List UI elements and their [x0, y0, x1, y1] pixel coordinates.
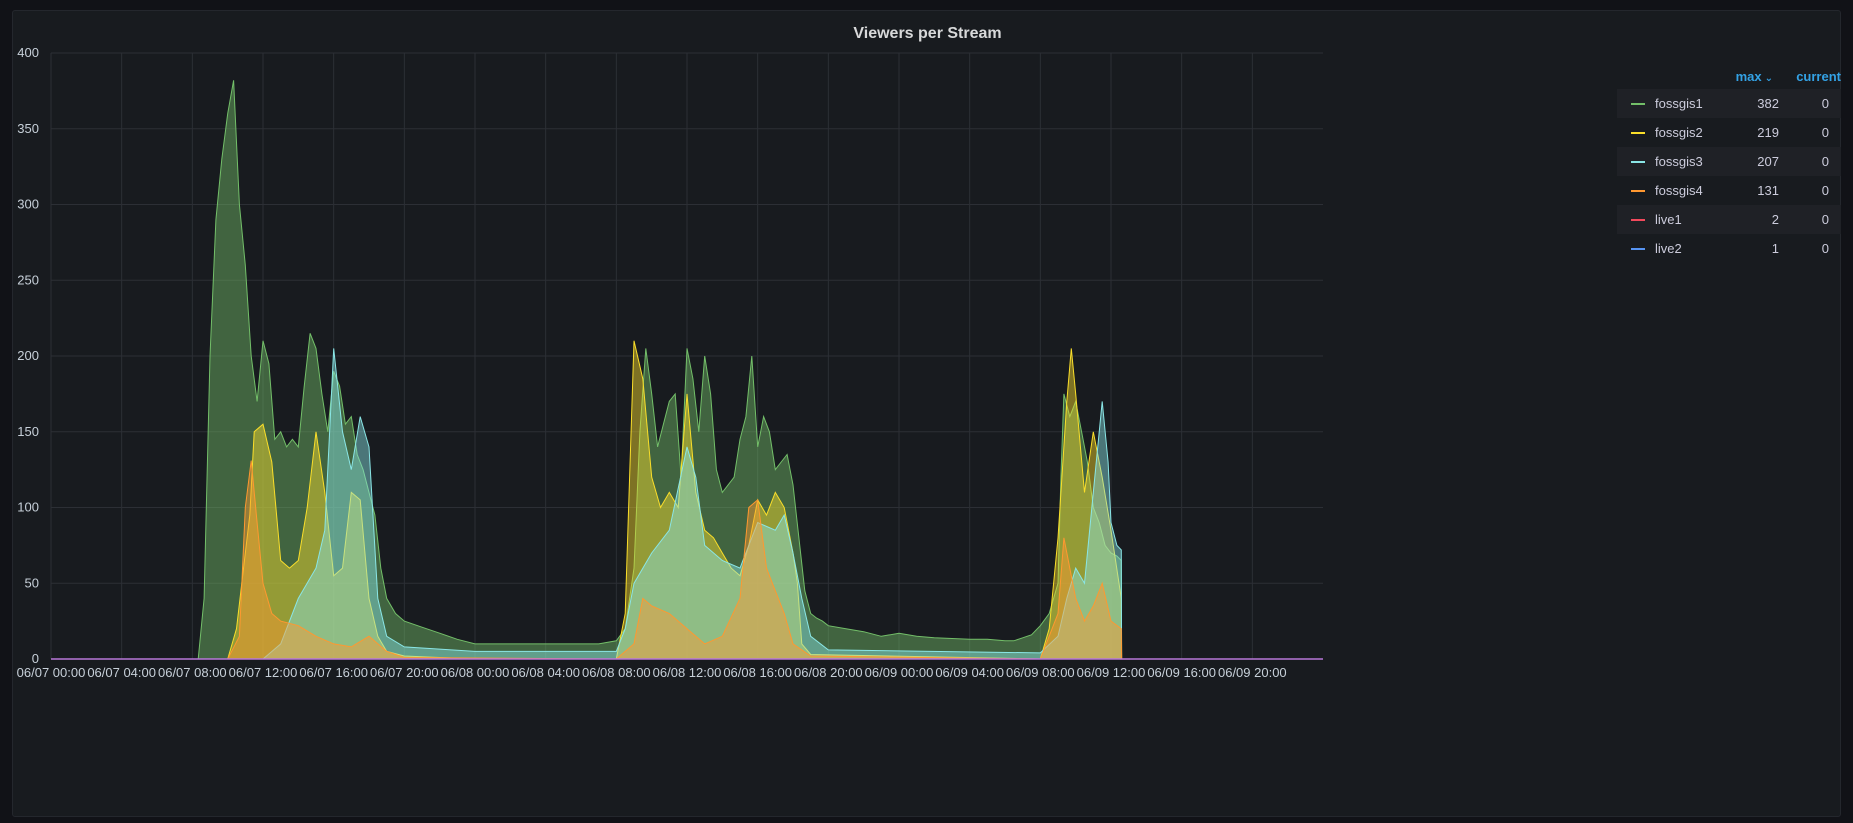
legend-item-current: 0: [1821, 241, 1829, 256]
legend-item-label: live2: [1655, 241, 1682, 256]
x-tick-label: 06/09 20:00: [1218, 665, 1287, 680]
x-tick-label: 06/09 04:00: [935, 665, 1004, 680]
legend-item-current: 0: [1821, 183, 1829, 198]
chevron-down-icon: ⌄: [1764, 73, 1773, 84]
legend-sort-max[interactable]: max ⌄: [1729, 69, 1783, 89]
y-tick-label: 100: [17, 500, 39, 515]
legend-item-current: 0: [1821, 212, 1829, 227]
legend-item-fossgis3[interactable]: fossgis3 207 0: [1617, 147, 1841, 176]
legend-item-max: 1: [1771, 241, 1779, 256]
series-area-fossgis1[interactable]: [51, 80, 1323, 660]
legend-item-current: 0: [1821, 96, 1829, 111]
chart-panel: Viewers per Stream 0 50 100 150 200 250 300 350…: [12, 10, 1841, 817]
legend-swatch: [1631, 102, 1645, 105]
series-line-fossgis2[interactable]: [51, 340, 1323, 660]
x-tick-label: 06/09 16:00: [1147, 665, 1216, 680]
legend-item-fossgis1[interactable]: fossgis1 382 0: [1617, 89, 1841, 118]
x-tick-label: 06/07 04:00: [87, 665, 156, 680]
y-tick-label: 50: [25, 575, 39, 590]
legend-item-label: fossgis2: [1655, 125, 1703, 140]
x-tick-label: 06/08 08:00: [582, 665, 651, 680]
x-axis-ticks: 06/07 00:00 06/07 04:00 06/07 08:00 06/07 1…: [17, 665, 1287, 680]
x-tick-label: 06/08 04:00: [511, 665, 580, 680]
series-line-fossgis4[interactable]: [51, 460, 1323, 660]
y-tick-label: 250: [17, 272, 39, 287]
legend-swatch: [1631, 160, 1645, 163]
y-tick-label: 200: [17, 348, 39, 363]
x-tick-label: 06/07 12:00: [229, 665, 298, 680]
legend-item-label: live1: [1655, 212, 1682, 227]
legend-item-fossgis4[interactable]: fossgis4 131 0: [1617, 176, 1841, 205]
legend-item-label: fossgis4: [1655, 183, 1703, 198]
y-tick-label: 0: [32, 651, 39, 666]
y-tick-label: 150: [17, 424, 39, 439]
legend-swatch: [1631, 218, 1645, 221]
series-line-fossgis1[interactable]: [51, 80, 1323, 660]
legend-swatch: [1631, 247, 1645, 250]
panel-title[interactable]: Viewers per Stream: [853, 25, 1002, 42]
x-tick-label: 06/07 16:00: [299, 665, 368, 680]
legend-sort-current[interactable]: current: [1796, 69, 1841, 84]
x-tick-label: 06/09 00:00: [865, 665, 934, 680]
series-area-fossgis2[interactable]: [51, 340, 1323, 659]
legend-swatch: [1631, 131, 1645, 134]
x-tick-label: 06/07 08:00: [158, 665, 227, 680]
y-axis-ticks: 0 50 100 150 200 250 300 350 400: [17, 45, 39, 666]
legend-header-max: max: [1735, 69, 1762, 84]
legend: max ⌄ current fossgis1 382 0 fossgis2 219 0 fos…: [1617, 69, 1841, 263]
x-tick-label: 06/08 20:00: [794, 665, 863, 680]
legend-item-max: 207: [1757, 154, 1779, 169]
x-tick-label: 06/08 00:00: [441, 665, 510, 680]
legend-swatch: [1631, 189, 1645, 192]
legend-item-max: 131: [1757, 183, 1779, 198]
legend-item-current: 0: [1821, 154, 1829, 169]
y-tick-label: 400: [17, 45, 39, 60]
legend-item-live2[interactable]: live2 1 0: [1617, 234, 1841, 263]
x-tick-label: 06/09 12:00: [1077, 665, 1146, 680]
x-tick-label: 06/08 16:00: [723, 665, 792, 680]
grid-lines: [50, 52, 1323, 660]
legend-item-current: 0: [1821, 125, 1829, 140]
legend-item-max: 219: [1757, 125, 1779, 140]
y-tick-label: 300: [17, 197, 39, 212]
x-tick-label: 06/07 20:00: [370, 665, 439, 680]
legend-item-live1[interactable]: live1 2 0: [1617, 205, 1841, 234]
x-tick-label: 06/09 08:00: [1006, 665, 1075, 680]
legend-item-label: fossgis3: [1655, 154, 1703, 169]
series-area-fossgis3[interactable]: [51, 348, 1323, 659]
x-tick-label: 06/07 00:00: [17, 665, 86, 680]
legend-item-max: 382: [1757, 96, 1779, 111]
x-tick-label: 06/08 12:00: [653, 665, 722, 680]
legend-header: max ⌄ current: [1617, 69, 1841, 89]
y-tick-label: 350: [17, 121, 39, 136]
series-areas: [51, 80, 1323, 660]
legend-item-max: 2: [1771, 212, 1779, 227]
legend-item-label: fossgis1: [1655, 96, 1703, 111]
series-line-fossgis3[interactable]: [51, 348, 1323, 660]
legend-item-fossgis2[interactable]: fossgis2 219 0: [1617, 118, 1841, 147]
